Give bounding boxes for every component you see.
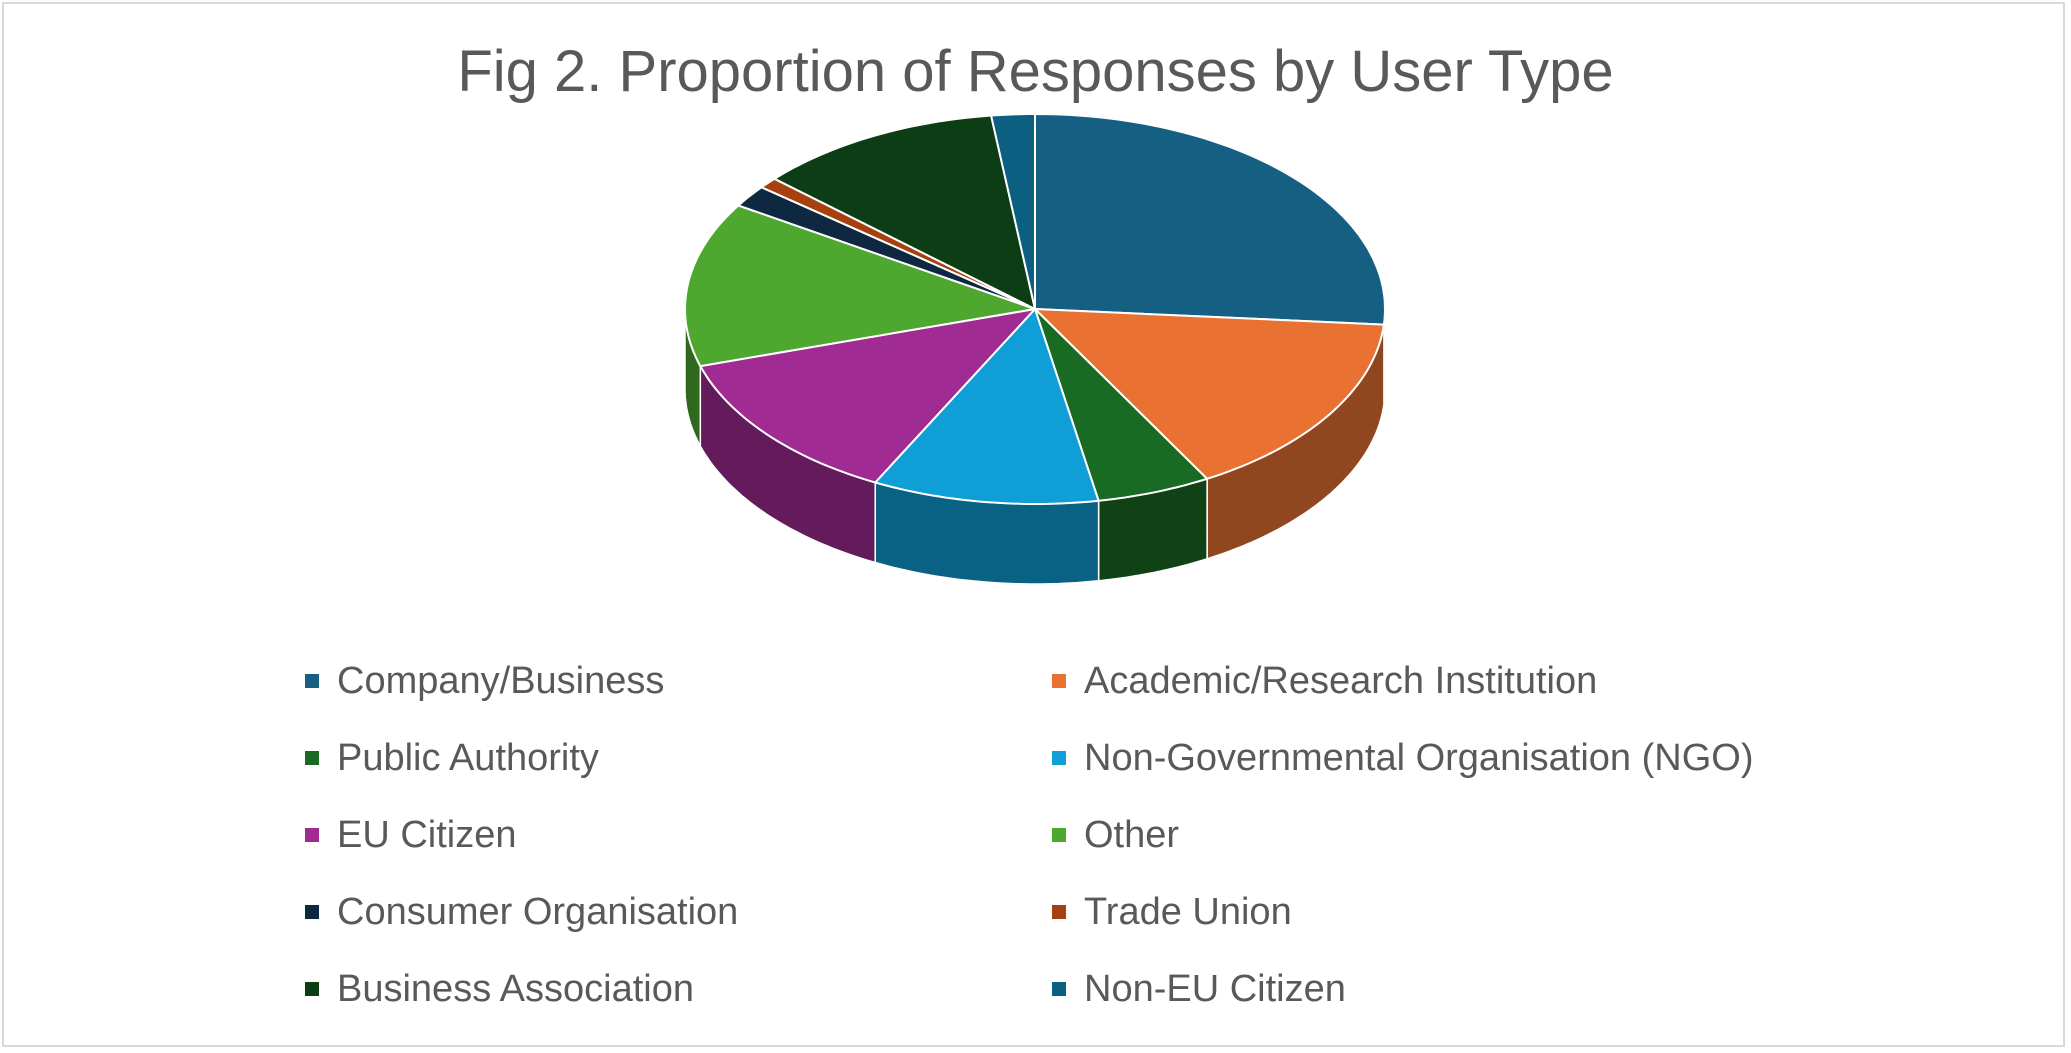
legend-item-academic-research-institution: Academic/Research Institution: [1052, 655, 1799, 707]
legend-item-business-association: Business Association: [305, 963, 1052, 1015]
pie-slice-other: [684, 204, 1036, 368]
pie-slice-business-association: [773, 114, 1036, 310]
pie-slice-public-authority: [1034, 308, 1209, 502]
pie-slice-consumer-organisation: [737, 186, 1036, 310]
legend-swatch: [305, 982, 319, 996]
legend-label: Business Association: [337, 967, 694, 1010]
pie-slice-academic-research-institution: [1034, 308, 1385, 480]
legend-item-non-governmental-organisation-ngo: Non-Governmental Organisation (NGO): [1052, 732, 1799, 784]
legend-label: EU Citizen: [337, 813, 517, 856]
legend-swatch: [305, 905, 319, 919]
pie-slice-non-governmental-organisation-ngo: [874, 308, 1100, 505]
legend-item-company-business: Company/Business: [305, 655, 1052, 707]
legend-swatch: [1052, 751, 1066, 765]
legend-label: Academic/Research Institution: [1084, 659, 1598, 702]
legend-item-other: Other: [1052, 809, 1799, 861]
legend-item-non-eu-citizen: Non-EU Citizen: [1052, 963, 1799, 1015]
pie-slice-non-eu-citizen: [990, 113, 1036, 310]
legend-swatch: [1052, 828, 1066, 842]
legend-label: Company/Business: [337, 659, 665, 702]
legend: Company/Business Academic/Research Instit…: [305, 655, 1805, 1040]
legend-item-public-authority: Public Authority: [305, 732, 1052, 784]
legend-swatch: [305, 828, 319, 842]
legend-swatch: [1052, 982, 1066, 996]
legend-swatch: [1052, 674, 1066, 688]
legend-label: Public Authority: [337, 736, 599, 779]
legend-label: Non-Governmental Organisation (NGO): [1084, 736, 1754, 779]
legend-item-eu-citizen: EU Citizen: [305, 809, 1052, 861]
legend-item-trade-union: Trade Union: [1052, 886, 1799, 938]
legend-swatch: [1052, 905, 1066, 919]
legend-swatch: [305, 674, 319, 688]
legend-label: Other: [1084, 813, 1180, 856]
legend-swatch: [305, 751, 319, 765]
legend-item-consumer-organisation: Consumer Organisation: [305, 886, 1052, 938]
legend-label: Consumer Organisation: [337, 890, 739, 933]
pie-slice-company-business: [1034, 113, 1386, 326]
legend-label: Trade Union: [1084, 890, 1292, 933]
legend-label: Non-EU Citizen: [1084, 967, 1346, 1010]
chart-title: Fig 2. Proportion of Responses by User T…: [457, 39, 1614, 104]
